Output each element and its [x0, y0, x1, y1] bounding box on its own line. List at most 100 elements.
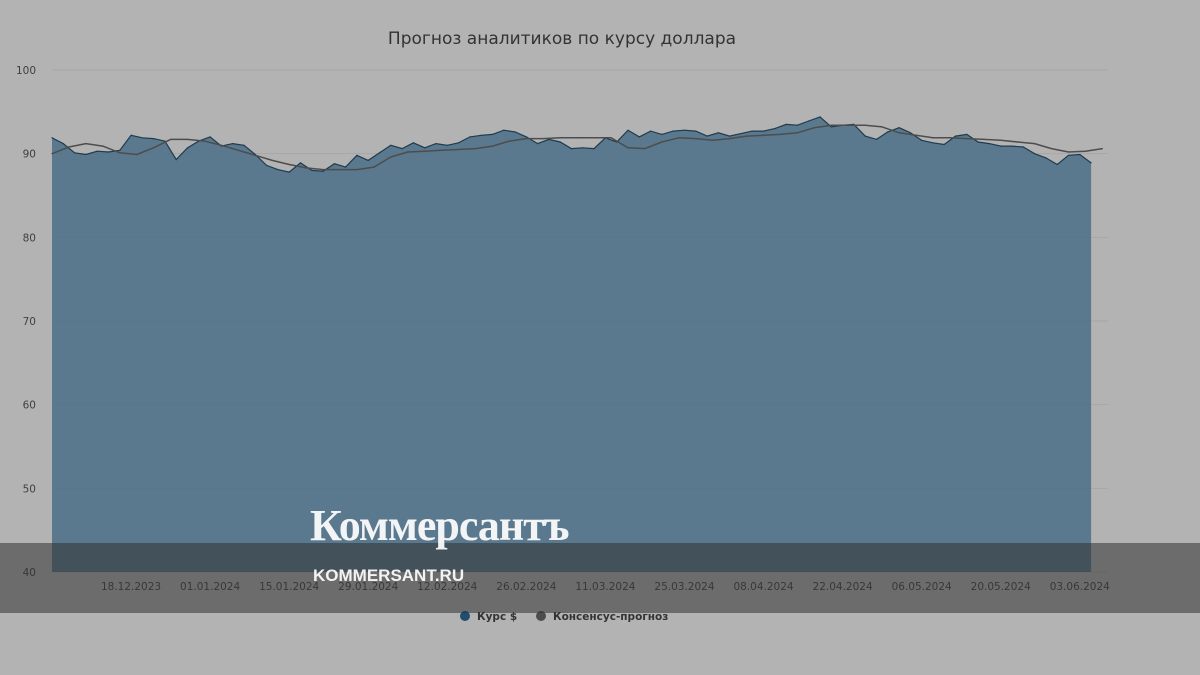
data-point-konsensus [1034, 143, 1035, 144]
data-point-konsensus [289, 164, 290, 165]
data-point-kurs [1023, 146, 1024, 147]
data-point-konsensus [594, 137, 595, 138]
data-point-kurs [266, 165, 267, 166]
data-point-konsensus [356, 169, 357, 170]
data-point-kurs [1068, 155, 1069, 156]
data-point-konsensus [1068, 151, 1069, 152]
data-point-konsensus [373, 167, 374, 168]
data-point-konsensus [1051, 148, 1052, 149]
data-point-konsensus [746, 136, 747, 137]
data-point-kurs [740, 133, 741, 134]
data-point-kurs [243, 145, 244, 146]
data-point-konsensus [780, 134, 781, 135]
data-point-kurs [571, 148, 572, 149]
data-point-kurs [560, 141, 561, 142]
data-point-konsensus [865, 125, 866, 126]
data-point-konsensus [272, 160, 273, 161]
data-point-konsensus [848, 125, 849, 126]
data-point-kurs [368, 160, 369, 161]
data-point-kurs [435, 143, 436, 144]
data-point-kurs [323, 171, 324, 172]
data-point-kurs [718, 132, 719, 133]
data-point-kurs [627, 130, 628, 131]
data-point-konsensus [323, 169, 324, 170]
data-point-kurs [831, 126, 832, 127]
data-point-kurs [865, 136, 866, 137]
data-point-kurs [989, 143, 990, 144]
data-point-konsensus [882, 126, 883, 127]
data-point-konsensus [966, 138, 967, 139]
data-point-kurs [311, 170, 312, 171]
chart-title: Прогноз аналитиков по курсу доллара [388, 29, 736, 49]
data-point-konsensus [170, 139, 171, 140]
data-point-kurs [1011, 146, 1012, 147]
data-point-konsensus [1017, 141, 1018, 142]
data-point-konsensus [1085, 151, 1086, 152]
data-point-kurs [978, 141, 979, 142]
data-point-konsensus [492, 146, 493, 147]
data-point-kurs [289, 172, 290, 173]
data-point-konsensus [204, 141, 205, 142]
data-point-kurs [176, 159, 177, 160]
data-point-kurs [819, 116, 820, 117]
data-point-kurs [1091, 162, 1092, 163]
data-point-konsensus [526, 138, 527, 139]
data-point-konsensus [136, 154, 137, 155]
data-point-konsensus [763, 135, 764, 136]
data-point-konsensus [255, 155, 256, 156]
data-point-konsensus [949, 137, 950, 138]
data-point-kurs [932, 142, 933, 143]
data-point-konsensus [678, 137, 679, 138]
data-point-konsensus [187, 139, 188, 140]
data-point-kurs [537, 143, 538, 144]
data-point-kurs [797, 125, 798, 126]
data-point-konsensus [899, 132, 900, 133]
data-point-kurs [503, 130, 504, 131]
data-point-kurs [808, 120, 809, 121]
data-point-konsensus [458, 149, 459, 150]
data-point-kurs [424, 147, 425, 148]
data-point-kurs [695, 131, 696, 132]
data-point-kurs [119, 150, 120, 151]
y-tick-label: 60 [23, 400, 36, 412]
data-point-kurs [729, 136, 730, 137]
data-point-kurs [447, 145, 448, 146]
data-point-konsensus [475, 148, 476, 149]
data-point-konsensus [915, 135, 916, 136]
data-point-kurs [345, 167, 346, 168]
data-point-konsensus [85, 143, 86, 144]
data-point-kurs [300, 162, 301, 163]
data-point-konsensus [627, 147, 628, 148]
data-point-kurs [955, 136, 956, 137]
data-point-kurs [97, 151, 98, 152]
data-point-konsensus [712, 140, 713, 141]
data-point-kurs [786, 124, 787, 125]
data-point-konsensus [661, 141, 662, 142]
data-point-konsensus [221, 145, 222, 146]
data-point-konsensus [814, 127, 815, 128]
data-point-kurs [108, 151, 109, 152]
data-point-konsensus [695, 138, 696, 139]
data-point-kurs [492, 134, 493, 135]
watermark-band [0, 543, 1200, 613]
data-point-konsensus [441, 150, 442, 151]
data-point-konsensus [306, 167, 307, 168]
data-point-konsensus [611, 137, 612, 138]
data-point-kurs [910, 132, 911, 133]
data-point-kurs [887, 131, 888, 132]
data-point-kurs [752, 131, 753, 132]
data-point-konsensus [238, 150, 239, 151]
data-point-kurs [673, 131, 674, 132]
series-layer [51, 116, 1103, 572]
data-point-konsensus [729, 138, 730, 139]
data-point-konsensus [983, 139, 984, 140]
data-point-kurs [1057, 164, 1058, 165]
data-point-kurs [232, 143, 233, 144]
y-tick-label: 50 [23, 483, 36, 495]
data-point-kurs [379, 152, 380, 153]
data-point-kurs [153, 138, 154, 139]
data-point-kurs [1034, 153, 1035, 154]
data-point-kurs [187, 147, 188, 148]
data-point-kurs [334, 163, 335, 164]
data-point-kurs [526, 136, 527, 137]
